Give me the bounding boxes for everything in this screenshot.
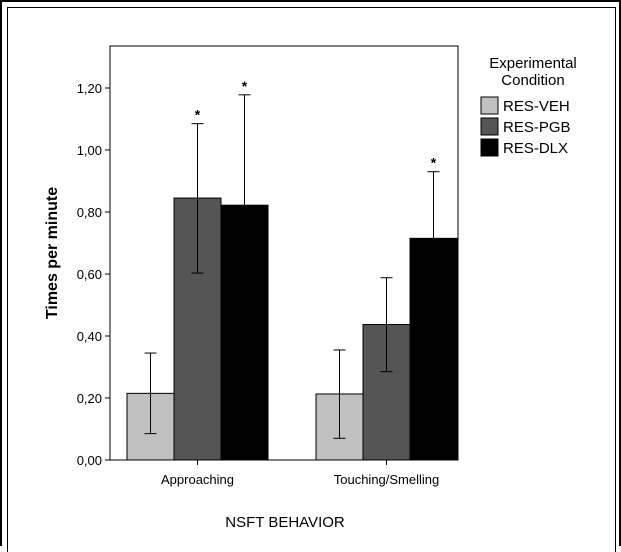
legend-swatch <box>480 117 499 136</box>
x-tick-label: Approaching <box>161 472 234 487</box>
legend-title-line-1: Experimental <box>489 55 577 72</box>
x-axis: Approaching Touching/Smelling <box>161 460 439 487</box>
significance-marker: * <box>195 107 201 123</box>
y-tick-label: 1,00 <box>77 143 102 158</box>
legend-swatch <box>480 138 499 157</box>
x-tick-label: Touching/Smelling <box>334 472 440 487</box>
y-tick-label: 1,20 <box>77 81 102 96</box>
y-tick-label: 0,60 <box>77 267 102 282</box>
significance-marker: * <box>242 78 248 94</box>
legend-title-line-2: Condition <box>501 72 564 89</box>
legend-swatch <box>480 96 499 115</box>
y-tick-label: 0,40 <box>77 329 102 344</box>
bars-layer <box>126 197 458 461</box>
y-axis-label: Times per minute <box>44 187 61 319</box>
legend-label: RES-PGB <box>503 119 571 136</box>
figure-inner-frame <box>7 7 616 552</box>
y-tick-label: 0,20 <box>77 391 102 406</box>
legend: Experimental Condition RES-VEH RES-PGB RES… <box>480 55 577 157</box>
significance-marker: * <box>431 155 437 171</box>
legend-label: RES-VEH <box>503 98 570 115</box>
x-axis-label: NSFT BEHAVIOR <box>225 514 345 531</box>
legend-label: RES-DLX <box>503 140 568 157</box>
y-tick-label: 0,80 <box>77 205 102 220</box>
y-tick-label: 0,00 <box>77 453 102 468</box>
y-axis: 0,00 0,20 0,40 0,60 0,80 1,00 1,20 <box>77 81 110 468</box>
error-bars-layer: * * * <box>144 78 440 439</box>
